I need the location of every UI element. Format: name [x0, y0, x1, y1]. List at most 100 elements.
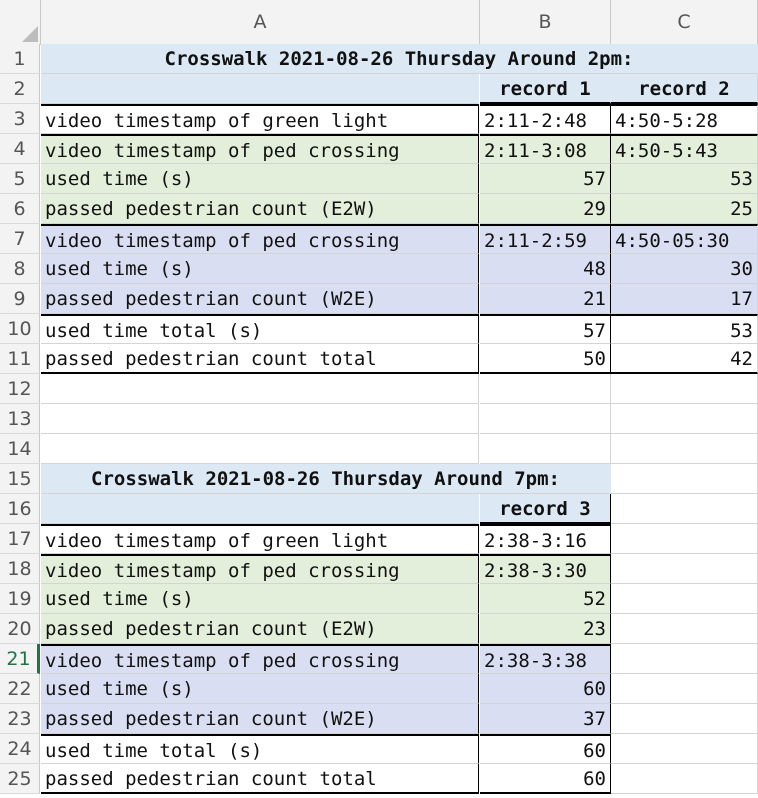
table1-row-label[interactable]: video timestamp of ped crossing: [41, 224, 479, 254]
row-header-16[interactable]: 16: [0, 494, 40, 524]
table1-record-2-value[interactable]: 4:50-5:28: [611, 104, 758, 134]
table1-record-1-value[interactable]: 2:11-2:59: [480, 224, 611, 254]
table1-record-2-value[interactable]: 17: [611, 284, 758, 314]
row-header-11[interactable]: 11: [0, 344, 40, 374]
cell[interactable]: [41, 74, 479, 104]
empty-cell[interactable]: [611, 434, 758, 464]
table1-record-1-value[interactable]: 29: [480, 194, 611, 224]
table1-record-1-value[interactable]: 2:11-2:48: [480, 104, 611, 134]
row-header-5[interactable]: 5: [0, 164, 40, 194]
row-header-14[interactable]: 14: [0, 434, 40, 464]
row-header-15[interactable]: 15: [0, 464, 40, 494]
empty-cell[interactable]: [41, 404, 479, 434]
table1-record-2-value[interactable]: 4:50-5:43: [611, 134, 758, 164]
row-header-10[interactable]: 10: [0, 314, 40, 344]
empty-cell[interactable]: [611, 374, 758, 404]
empty-cell[interactable]: [611, 764, 758, 794]
table1-title[interactable]: Crosswalk 2021-08-26 Thursday Around 2pm…: [41, 44, 758, 74]
table2-row-label[interactable]: used time (s): [41, 584, 479, 614]
column-header-a[interactable]: A: [41, 0, 480, 44]
empty-cell[interactable]: [611, 674, 758, 704]
empty-cell[interactable]: [611, 614, 758, 644]
empty-cell[interactable]: [611, 644, 758, 674]
row-header-24[interactable]: 24: [0, 734, 40, 764]
table1-record-2-value[interactable]: 53: [611, 164, 758, 194]
table2-header-record-3[interactable]: record 3: [480, 494, 611, 524]
table1-record-2-value[interactable]: 42: [611, 344, 758, 374]
table1-record-2-value[interactable]: 30: [611, 254, 758, 284]
table2-row-label[interactable]: passed pedestrian count total: [41, 764, 479, 794]
row-header-13[interactable]: 13: [0, 404, 40, 434]
table2-record-3-value[interactable]: 60: [480, 674, 611, 704]
row-header-20[interactable]: 20: [0, 614, 40, 644]
row-header-2[interactable]: 2: [0, 74, 40, 104]
row-header-4[interactable]: 4: [0, 134, 40, 164]
empty-cell[interactable]: [41, 434, 479, 464]
row-header-19[interactable]: 19: [0, 584, 40, 614]
empty-cell[interactable]: [41, 374, 479, 404]
table1-record-1-value[interactable]: 48: [480, 254, 611, 284]
table2-record-3-value[interactable]: 37: [480, 704, 611, 734]
table1-row-label[interactable]: passed pedestrian count (W2E): [41, 284, 479, 314]
table2-row-label[interactable]: video timestamp of ped crossing: [41, 554, 479, 584]
table2-record-3-value[interactable]: 52: [480, 584, 611, 614]
table1-row-label[interactable]: passed pedestrian count (E2W): [41, 194, 479, 224]
table1-row-label[interactable]: used time (s): [41, 254, 479, 284]
table1-record-2-value[interactable]: 25: [611, 194, 758, 224]
table1-row-label[interactable]: video timestamp of ped crossing: [41, 134, 479, 164]
row-header-1[interactable]: 1: [0, 44, 40, 74]
empty-cell[interactable]: [480, 404, 611, 434]
column-header-b[interactable]: B: [480, 0, 611, 44]
empty-cell[interactable]: [611, 464, 758, 494]
table1-record-1-value[interactable]: 57: [480, 314, 611, 344]
table1-header-record-2[interactable]: record 2: [611, 74, 758, 104]
table1-record-2-value[interactable]: 4:50-05:30: [611, 224, 758, 254]
cell[interactable]: [41, 494, 479, 524]
empty-cell[interactable]: [611, 404, 758, 434]
table2-record-3-value[interactable]: 23: [480, 614, 611, 644]
table1-record-1-value[interactable]: 57: [480, 164, 611, 194]
empty-cell[interactable]: [480, 374, 611, 404]
column-header-c[interactable]: C: [611, 0, 758, 44]
row-header-25[interactable]: 25: [0, 764, 40, 794]
table2-record-3-value[interactable]: 2:38-3:38: [480, 644, 611, 674]
row-header-6[interactable]: 6: [0, 194, 40, 224]
table2-title[interactable]: Crosswalk 2021-08-26 Thursday Around 7pm…: [41, 464, 611, 494]
row-header-7[interactable]: 7: [0, 224, 40, 254]
table1-header-record-1[interactable]: record 1: [480, 74, 611, 104]
table2-row-label[interactable]: passed pedestrian count (W2E): [41, 704, 479, 734]
row-header-8[interactable]: 8: [0, 254, 40, 284]
table1-row-label[interactable]: used time total (s): [41, 314, 479, 344]
table1-record-1-value[interactable]: 21: [480, 284, 611, 314]
table1-record-1-value[interactable]: 50: [480, 344, 611, 374]
table2-record-3-value[interactable]: 2:38-3:16: [480, 524, 611, 554]
table2-row-label[interactable]: used time (s): [41, 674, 479, 704]
select-all-corner[interactable]: [0, 0, 41, 44]
table1-row-label[interactable]: video timestamp of green light: [41, 104, 479, 134]
table2-row-label[interactable]: video timestamp of ped crossing: [41, 644, 479, 674]
empty-cell[interactable]: [611, 704, 758, 734]
table1-row-label[interactable]: passed pedestrian count total: [41, 344, 479, 374]
table1-record-1-value[interactable]: 2:11-3:08: [480, 134, 611, 164]
row-header-12[interactable]: 12: [0, 374, 40, 404]
table2-row-label[interactable]: used time total (s): [41, 734, 479, 764]
empty-cell[interactable]: [611, 494, 758, 524]
row-header-17[interactable]: 17: [0, 524, 40, 554]
table2-record-3-value[interactable]: 60: [480, 764, 611, 794]
row-header-18[interactable]: 18: [0, 554, 40, 584]
empty-cell[interactable]: [611, 524, 758, 554]
row-header-22[interactable]: 22: [0, 674, 40, 704]
empty-cell[interactable]: [611, 734, 758, 764]
row-header-23[interactable]: 23: [0, 704, 40, 734]
table1-row-label[interactable]: used time (s): [41, 164, 479, 194]
empty-cell[interactable]: [480, 434, 611, 464]
empty-cell[interactable]: [611, 584, 758, 614]
table2-row-label[interactable]: video timestamp of green light: [41, 524, 479, 554]
row-header-3[interactable]: 3: [0, 104, 40, 134]
table2-record-3-value[interactable]: 2:38-3:30: [480, 554, 611, 584]
table2-row-label[interactable]: passed pedestrian count (E2W): [41, 614, 479, 644]
empty-cell[interactable]: [611, 554, 758, 584]
table1-record-2-value[interactable]: 53: [611, 314, 758, 344]
table2-record-3-value[interactable]: 60: [480, 734, 611, 764]
row-header-21[interactable]: 21: [0, 644, 40, 674]
